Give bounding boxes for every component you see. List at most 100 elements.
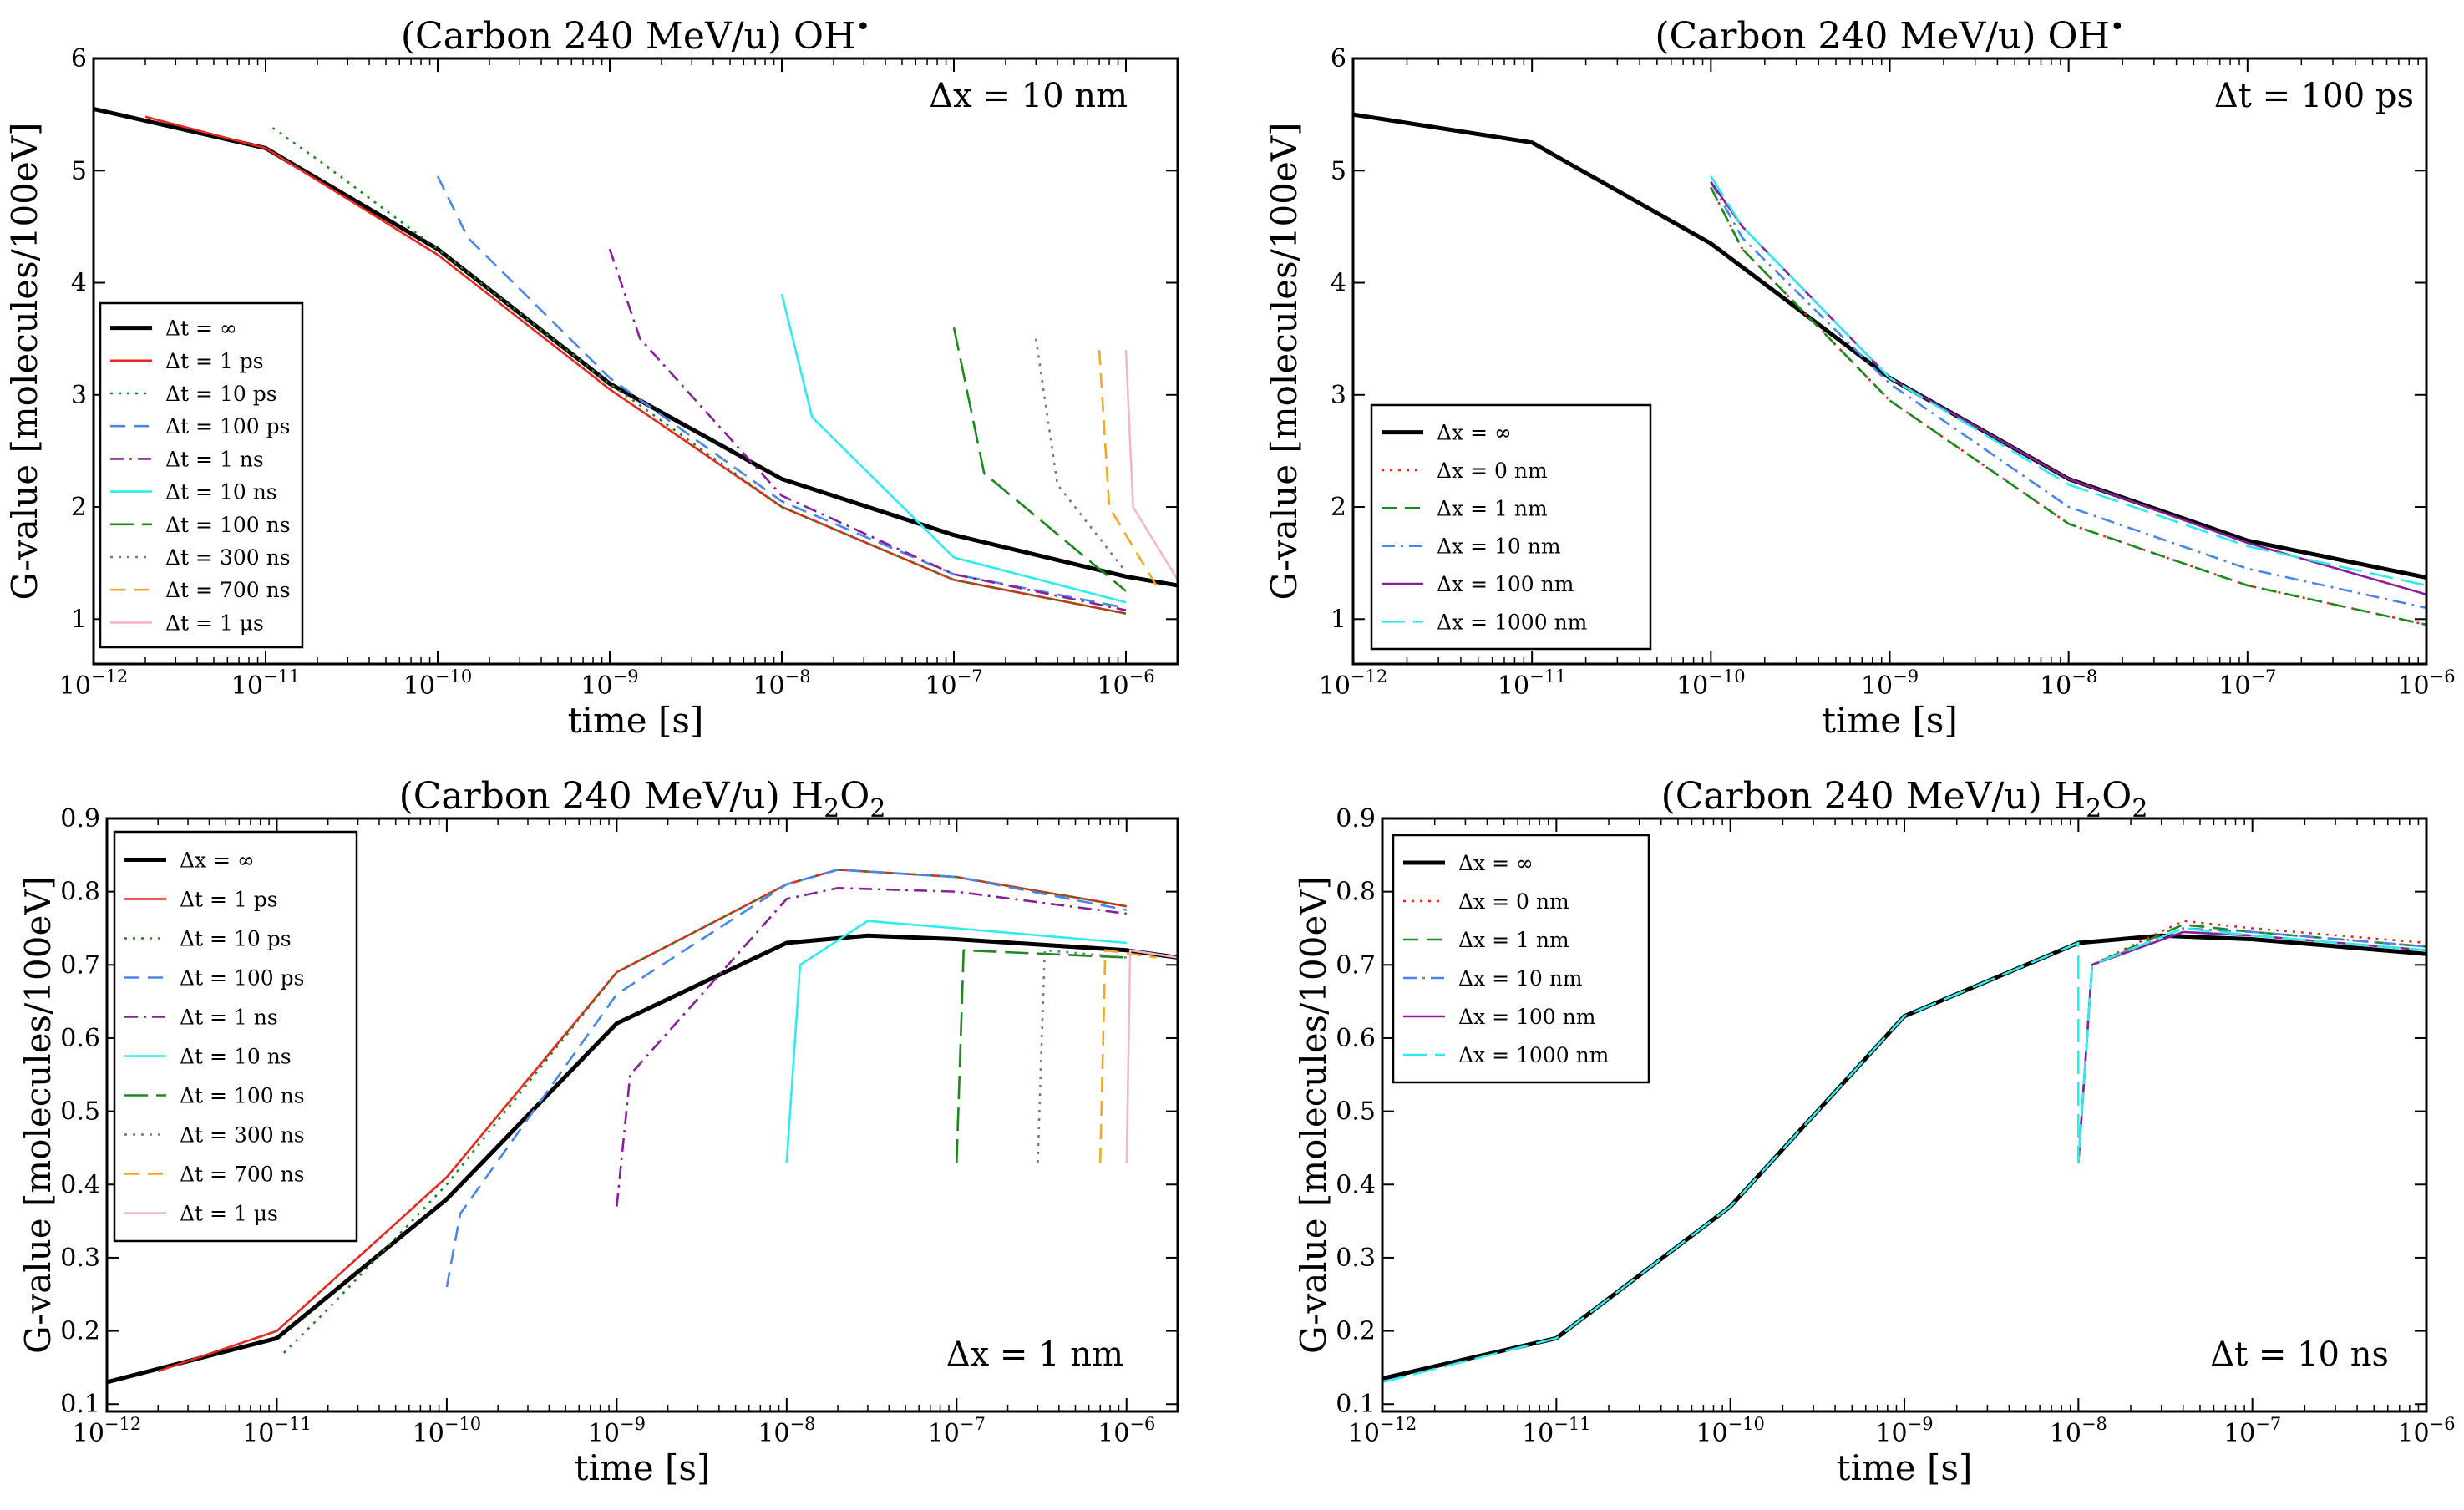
legend-label: Δx = 1 nm (1458, 928, 1569, 952)
series-line-2 (271, 127, 1127, 615)
series-line-4 (616, 887, 1127, 1207)
legend-label: Δt = 1 μs (180, 1202, 278, 1226)
y-tick-label: 4 (1331, 269, 1346, 298)
x-tick-label: 10−6 (1097, 666, 1154, 701)
legend-label: Δt = 100 ns (180, 1084, 305, 1108)
x-axis-label: time [s] (1822, 700, 1958, 741)
axes-frame (105, 817, 1179, 1413)
y-tick-label: 6 (71, 44, 87, 73)
y-tick-label: 5 (71, 156, 87, 185)
legend-label: Δt = 1 ps (165, 349, 264, 373)
series-line-7 (1037, 949, 1127, 1163)
legend-label: Δt = 700 ns (180, 1163, 305, 1187)
legend-label: Δx = 10 nm (1437, 535, 1561, 559)
x-tick-label: 10−11 (1522, 1414, 1591, 1448)
series-line-3 (436, 175, 1127, 610)
y-tick-label: 0.8 (60, 878, 100, 907)
y-tick-label: 0.4 (60, 1170, 100, 1199)
legend-box (1392, 834, 1650, 1084)
series-line-2 (282, 869, 1128, 1354)
series-line-5 (1710, 175, 2426, 587)
y-tick-label: 2 (1331, 493, 1346, 522)
series-group (1353, 112, 2426, 626)
legend-label: Δt = 100 ns (165, 513, 291, 537)
series-line-5 (780, 293, 1127, 604)
series-group (1382, 920, 2426, 1384)
x-tick-label: 10−12 (59, 666, 129, 701)
series-line-5 (1382, 927, 2426, 1384)
x-tick-label: 10−10 (413, 1414, 482, 1448)
chart-title: (Carbon 240 MeV/u) H2O2 (399, 775, 886, 823)
chart-panel-oh-dt100ps: 1 2 3 4 5 6 10−12 10−11 10−10 10−9 10−8 10−7 10−6 (Ca… (1264, 13, 2456, 741)
x-tick-label: 10−8 (758, 1414, 815, 1448)
series-line-8 (1098, 949, 1157, 1163)
x-tick-label: 10−12 (1348, 1414, 1417, 1448)
y-tick-label: 3 (1331, 381, 1346, 410)
y-axis-label: G-value [molecules/100eV] (18, 876, 58, 1354)
x-tick-label: 10−10 (1676, 666, 1746, 701)
series-line-8 (1098, 350, 1158, 586)
legend-label: Δx = 100 nm (1458, 1005, 1596, 1029)
x-tick-label: 10−11 (242, 1414, 312, 1448)
x-tick-label: 10−11 (231, 666, 301, 701)
series-group (107, 869, 1178, 1385)
y-tick-label: 0.3 (60, 1244, 100, 1273)
legend-label: Δt = 10 ns (180, 1045, 292, 1069)
x-tick-label: 10−12 (1319, 666, 1388, 701)
series-group (94, 106, 1178, 615)
panel-annotation: Δt = 10 ns (2210, 1335, 2389, 1374)
y-tick-label: 2 (71, 493, 87, 522)
x-tick-label: 10−7 (925, 666, 982, 701)
x-tick-label: 10−6 (1098, 1414, 1155, 1448)
chart-panel-h2o2-dt10ns: 0.1 0.2 0.3 0.4 0.5 0.6 0.7 0.8 0.9 10−12 10−11 10−… (1293, 775, 2456, 1488)
panel-annotation: Δx = 1 nm (946, 1335, 1123, 1374)
y-axis-label: G-value [molecules/100eV] (1293, 876, 1334, 1354)
legend-label: Δx = 100 nm (1437, 572, 1574, 596)
x-tick-label: 10−9 (1875, 1414, 1933, 1448)
legend-label: Δt = 1 ps (180, 888, 278, 912)
y-tick-label: 0.9 (60, 804, 100, 834)
x-tick-label: 10−7 (2223, 1414, 2281, 1448)
panel-annotation: Δx = 10 nm (929, 77, 1128, 115)
series-line-2 (2077, 923, 2426, 1163)
legend-label: Δx = 0 nm (1437, 459, 1548, 483)
legend-label: Δx = 10 nm (1458, 966, 1583, 991)
legend-label: Δt = 100 ps (180, 966, 304, 991)
chart-title: (Carbon 240 MeV/u) OH• (401, 13, 870, 58)
y-tick-label: 5 (1331, 156, 1346, 185)
legend-label: Δt = 10 ps (180, 927, 292, 951)
series-line-5 (785, 920, 1127, 1163)
series-line-6 (956, 949, 1127, 1163)
legend-label: Δx = 1000 nm (1458, 1043, 1610, 1067)
y-tick-label: 3 (71, 381, 87, 410)
y-tick-label: 0.3 (1336, 1244, 1376, 1273)
legend-label: Δt = 1 ns (180, 1006, 278, 1030)
x-tick-label: 10−11 (1498, 666, 1567, 701)
x-tick-label: 10−8 (753, 666, 810, 701)
chart-title: (Carbon 240 MeV/u) H2O2 (1661, 775, 2148, 823)
x-tick-label: 10−12 (73, 1414, 142, 1448)
legend-label: Δx = 1000 nm (1437, 610, 1588, 634)
y-tick-label: 0.7 (60, 950, 100, 980)
chart-panel-oh-dx10: 1 2 3 4 5 6 10−12 10−11 10−10 10−9 10−8 10−7 10−6 (Ca… (4, 13, 1179, 741)
legend-label: Δt = ∞ (165, 317, 237, 341)
axes-frame (92, 57, 1179, 666)
legend-label: Δx = ∞ (1458, 851, 1534, 875)
y-tick-label: 1 (71, 605, 87, 634)
y-tick-label: 4 (71, 269, 87, 298)
panel-annotation: Δt = 100 ps (2214, 77, 2414, 115)
y-tick-label: 0.8 (1336, 878, 1376, 907)
x-tick-label: 10−6 (2397, 666, 2455, 701)
legend-box (1370, 403, 1652, 651)
x-tick-label: 10−9 (1861, 666, 1919, 701)
legend-label: Δt = 10 ps (165, 382, 277, 406)
legend-label: Δt = 700 ns (165, 578, 291, 602)
legend-label: Δt = 300 ns (180, 1123, 305, 1148)
legend-label: Δt = 100 ps (165, 414, 290, 438)
chart-panel-h2o2-dx1: 0.1 0.2 0.3 0.4 0.5 0.6 0.7 0.8 0.9 10−12 10−11 10−… (18, 775, 1179, 1488)
legend-label: Δt = 10 ns (165, 480, 277, 504)
series-line-4 (1710, 180, 2426, 596)
series-line-9 (1124, 350, 1178, 580)
y-tick-label: 6 (1331, 44, 1346, 73)
